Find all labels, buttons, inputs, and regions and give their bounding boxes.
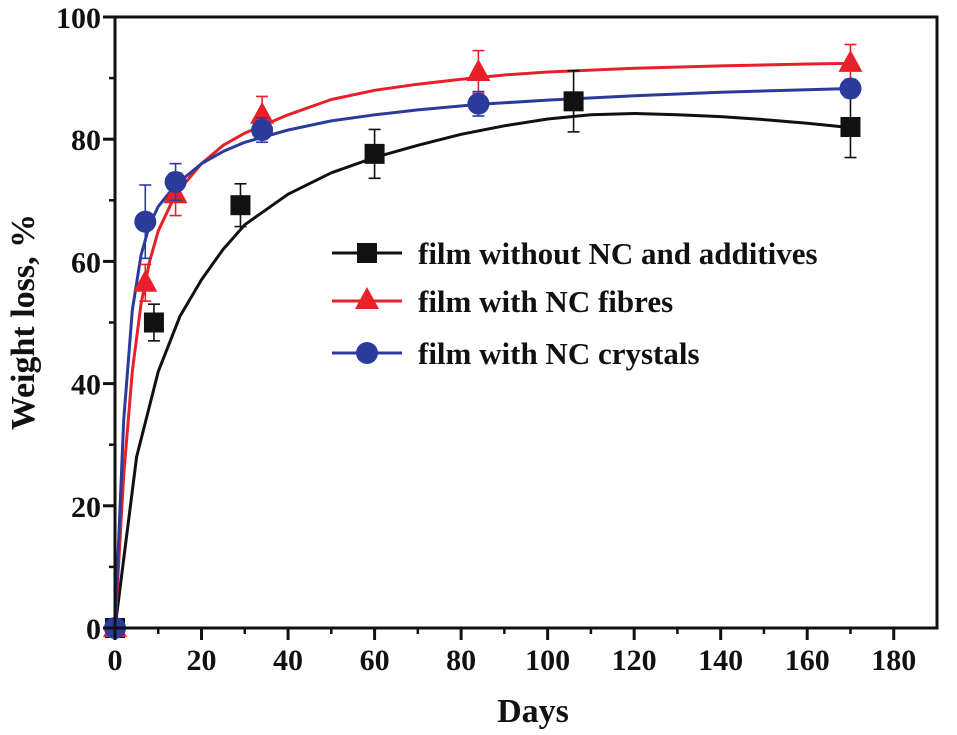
- legend-entry-nc-fibres: film with NC fibres: [332, 284, 673, 319]
- legend-entry-no-nc: film without NC and additives: [332, 236, 818, 271]
- x-tick-label: 20: [187, 644, 217, 677]
- legend-marker-nc-crystals: [356, 342, 378, 364]
- x-tick-label: 40: [273, 644, 303, 677]
- x-tick-label: 100: [525, 644, 570, 677]
- legend-label-no-nc: film without NC and additives: [418, 236, 818, 271]
- data-point-nc-crystals: [839, 77, 862, 100]
- data-markers: [103, 43, 863, 639]
- legend: film without NC and additives film with …: [332, 236, 818, 371]
- plot-frame: [113, 15, 939, 630]
- x-tick-label: 140: [698, 644, 743, 677]
- axis-ticks: [103, 15, 896, 640]
- legend-label-nc-crystals: film with NC crystals: [418, 336, 700, 371]
- legend-marker-nc-fibres: [355, 287, 379, 309]
- y-tick-label: 80: [71, 124, 101, 157]
- data-point-nc-crystals: [251, 119, 274, 142]
- y-tick-label: 40: [71, 369, 101, 402]
- y-tick-label: 100: [56, 2, 101, 35]
- data-point-nc-crystals: [164, 170, 187, 193]
- y-tick-label: 20: [71, 491, 101, 524]
- data-point-nc-crystals: [134, 210, 157, 233]
- data-point-no-nc: [364, 143, 385, 164]
- x-tick-label: 120: [612, 644, 657, 677]
- y-tick-labels: 0 20 40 60 80 100: [56, 2, 101, 646]
- data-point-nc-fibres: [838, 49, 863, 72]
- legend-marker-no-nc: [357, 243, 377, 263]
- x-tick-label: 80: [446, 644, 476, 677]
- data-point-no-nc: [143, 312, 164, 333]
- data-point-no-nc: [840, 116, 861, 137]
- data-point-no-nc: [563, 91, 584, 112]
- x-tick-label: 60: [360, 644, 390, 677]
- legend-label-nc-fibres: film with NC fibres: [418, 284, 673, 319]
- data-point-nc-fibres: [466, 58, 491, 81]
- legend-entry-nc-crystals: film with NC crystals: [332, 336, 700, 371]
- y-tick-label: 0: [86, 613, 101, 646]
- x-axis-title: Days: [497, 693, 569, 730]
- x-tick-label: 0: [108, 644, 123, 677]
- y-tick-label: 60: [71, 246, 101, 279]
- data-point-no-nc: [230, 195, 251, 216]
- fit-curve-no-nc: [113, 112, 851, 629]
- y-axis-title: Weight loss, %: [5, 214, 42, 430]
- x-tick-labels: 0 20 40 60 80 100 120 140 160 180: [108, 644, 917, 677]
- data-point-nc-fibres: [133, 269, 158, 292]
- x-tick-label: 180: [871, 644, 916, 677]
- x-tick-label: 160: [785, 644, 830, 677]
- data-point-nc-crystals: [467, 92, 490, 115]
